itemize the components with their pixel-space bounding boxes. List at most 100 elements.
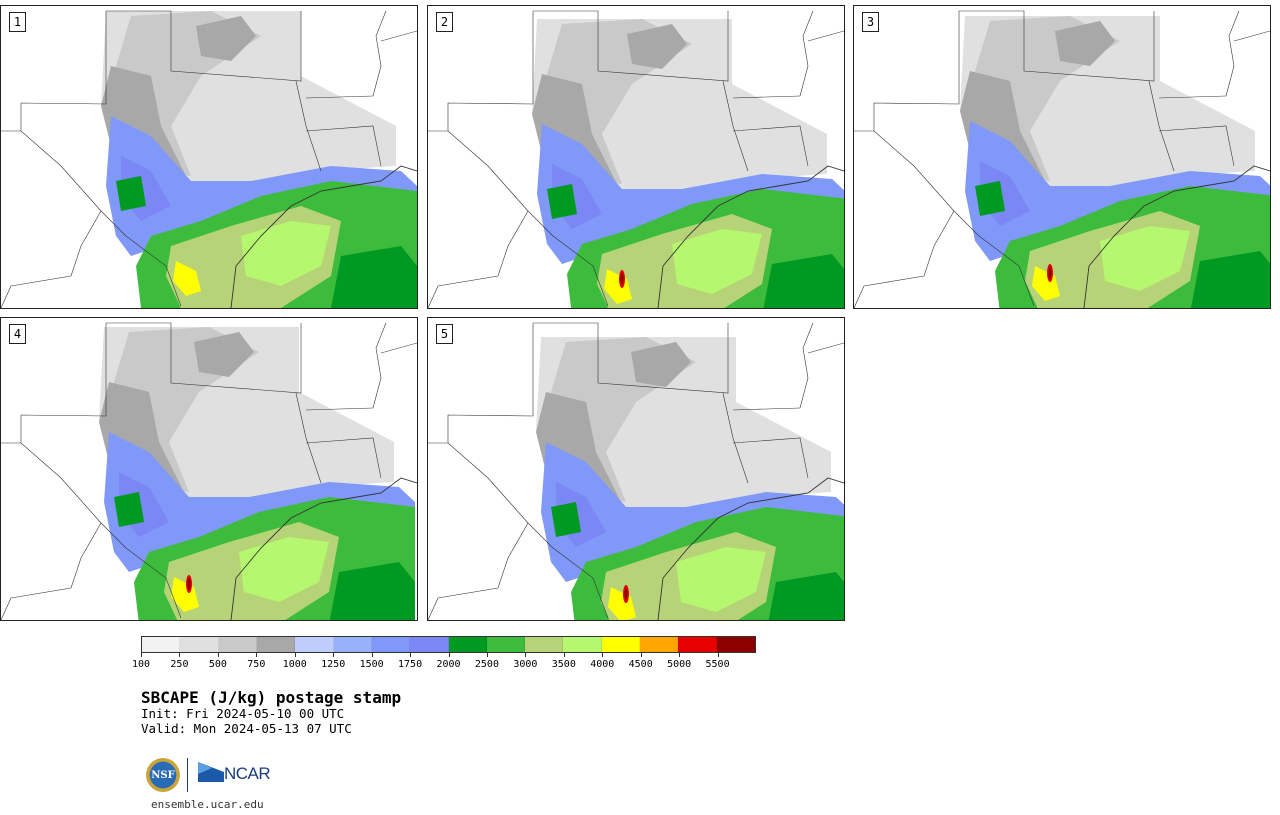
colorbar-tick — [486, 653, 488, 657]
state-line — [1, 522, 102, 620]
logo-divider — [187, 758, 188, 792]
colorbar-tick — [179, 653, 181, 657]
cape-region — [1048, 267, 1052, 279]
colorbar-tick — [525, 653, 527, 657]
colorbar-tick-label: 250 — [170, 659, 189, 670]
state-line — [372, 322, 387, 409]
state-line — [1158, 95, 1227, 99]
cape-region — [194, 332, 254, 377]
cape-field — [960, 16, 1270, 308]
state-line — [1225, 10, 1240, 97]
cape-region — [627, 24, 687, 69]
state-line — [125, 235, 182, 307]
state-line — [305, 95, 374, 99]
cape-region — [537, 124, 844, 264]
cape-region — [241, 221, 331, 286]
colorbar-swatch — [640, 637, 679, 652]
cape-region — [551, 502, 581, 537]
state-line — [106, 10, 302, 82]
state-line — [807, 342, 844, 354]
cape-region — [106, 116, 417, 256]
state-boundaries — [1, 10, 417, 308]
cape-region — [331, 246, 417, 308]
state-line — [1233, 30, 1270, 42]
colorbar-tick-label: 1000 — [282, 659, 307, 670]
stamp-panel-3: 3 — [853, 5, 1271, 309]
state-line — [380, 30, 417, 42]
coastline — [230, 165, 417, 308]
cape-region — [171, 577, 199, 612]
colorbar-tick-label: 3500 — [551, 659, 576, 670]
colorbar-tick — [333, 653, 335, 657]
colorbar-tick — [410, 653, 412, 657]
state-line — [978, 235, 1035, 307]
ncar-logo-icon — [198, 762, 224, 782]
state-line — [722, 392, 749, 484]
colorbar-tick-label: 100 — [131, 659, 151, 670]
cape-region — [624, 588, 628, 600]
colorbar-swatch — [486, 637, 526, 652]
colorbar-tick-label: 750 — [247, 659, 266, 670]
colorbar-swatch — [295, 637, 334, 652]
cape-map-4 — [1, 322, 417, 620]
cape-region — [1032, 266, 1060, 301]
colorbar-tick-label: 4000 — [590, 659, 615, 670]
cape-field — [532, 19, 844, 308]
state-line — [799, 322, 814, 409]
colorbar-tick-label: 4500 — [628, 659, 653, 670]
stamp-panel-4: 4 — [0, 317, 418, 621]
state-line — [552, 235, 609, 307]
cape-field — [101, 11, 417, 308]
state-line — [533, 322, 729, 394]
cape-region — [676, 547, 766, 612]
panel-number-label: 5 — [436, 324, 453, 344]
colorbar-tick — [294, 653, 296, 657]
ncar-logo-text: NCAR — [224, 764, 271, 783]
colorbar-tick-label: 5000 — [667, 659, 692, 670]
cape-region — [541, 442, 844, 582]
colorbar-tick-label: 5500 — [705, 659, 730, 670]
state-line — [799, 10, 814, 97]
colorbar-tick-label: 1250 — [321, 659, 346, 670]
state-line — [305, 125, 382, 167]
valid-time: Valid: Mon 2024-05-13 07 UTC — [141, 721, 352, 736]
sponsor-logos: NSF NCAR — [144, 756, 284, 796]
cape-region — [620, 273, 624, 285]
nsf-logo: NSF — [146, 758, 180, 792]
colorbar-tick-label: 1500 — [359, 659, 384, 670]
colorbar-tick-labels: 100 250 500 750 1000 1250 1500 1750 2000 2500 3000… — [132, 653, 756, 673]
colorbar-tick — [640, 653, 642, 657]
colorbar-tick — [679, 653, 681, 657]
state-line — [732, 95, 801, 99]
panel-number-label: 3 — [862, 12, 879, 32]
cape-region — [631, 342, 691, 387]
cape-region — [196, 16, 256, 61]
colorbar-swatch — [410, 637, 449, 652]
cape-map-1 — [1, 10, 417, 308]
state-line — [305, 437, 382, 479]
colorbar-swatch — [716, 637, 755, 652]
colorbar-swatch — [678, 637, 717, 652]
stamp-panel-1: 1 — [0, 5, 418, 309]
colorbar-swatch — [448, 637, 487, 652]
cape-region — [965, 121, 1270, 261]
colorbar-tick — [217, 653, 219, 657]
colorbar-swatch — [218, 637, 257, 652]
state-line — [732, 407, 801, 411]
website-link[interactable]: ensemble.ucar.edu — [151, 798, 264, 811]
colorbar-swatch — [333, 637, 372, 652]
coastline — [230, 477, 417, 620]
cape-region — [1100, 226, 1190, 291]
state-line — [854, 210, 955, 308]
state-line — [428, 522, 529, 620]
state-line — [428, 210, 529, 308]
state-boundaries — [428, 10, 844, 308]
cape-region — [173, 261, 201, 296]
state-boundaries — [428, 322, 844, 620]
state-line — [305, 407, 374, 411]
colorbar-swatch — [563, 637, 602, 652]
state-line — [807, 30, 844, 42]
init-time: Init: Fri 2024-05-10 00 UTC — [141, 706, 345, 721]
state-line — [959, 10, 1155, 82]
cape-region — [768, 572, 844, 620]
